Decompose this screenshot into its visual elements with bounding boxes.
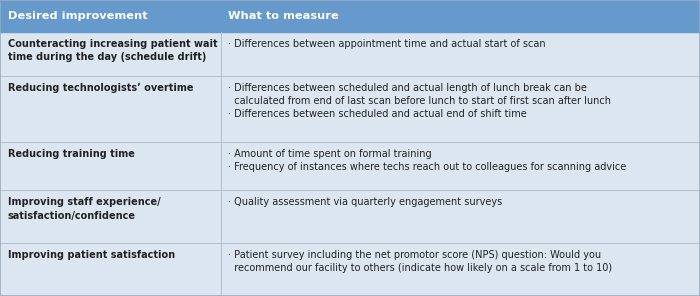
Text: Counteracting increasing patient wait
time during the day (schedule drift): Counteracting increasing patient wait ti…: [8, 39, 218, 62]
Text: · Differences between scheduled and actual length of lunch break can be
  calcul: · Differences between scheduled and actu…: [228, 83, 612, 119]
Text: Improving staff experience/
satisfaction/confidence: Improving staff experience/ satisfaction…: [8, 197, 160, 221]
Text: Improving patient satisfaction: Improving patient satisfaction: [8, 250, 175, 260]
Text: What to measure: What to measure: [228, 11, 340, 21]
Text: · Patient survey including the net promotor score (NPS) question: Would you
  re: · Patient survey including the net promo…: [228, 250, 612, 274]
Bar: [0, 32, 700, 296]
Text: · Amount of time spent on formal training
· Frequency of instances where techs r: · Amount of time spent on formal trainin…: [228, 149, 626, 172]
Text: Desired improvement: Desired improvement: [8, 11, 148, 21]
Text: Reducing technologists’ overtime: Reducing technologists’ overtime: [8, 83, 193, 93]
Text: · Differences between appointment time and actual start of scan: · Differences between appointment time a…: [228, 39, 546, 49]
Text: Reducing training time: Reducing training time: [8, 149, 135, 159]
Text: · Quality assessment via quarterly engagement surveys: · Quality assessment via quarterly engag…: [228, 197, 503, 207]
Bar: [0, 0, 700, 32]
